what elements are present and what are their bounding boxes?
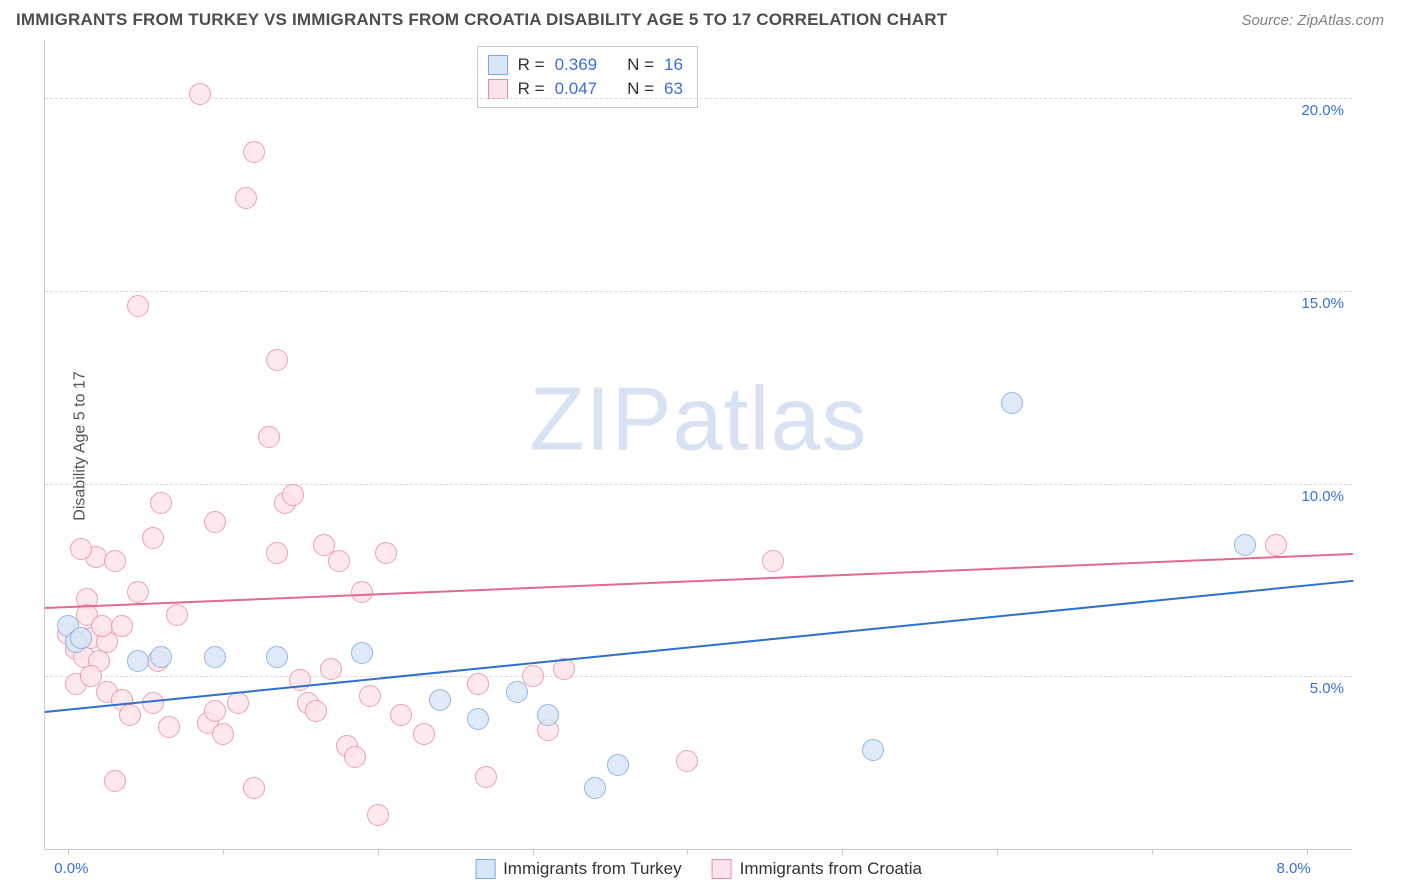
watermark: ZIPatlas — [529, 369, 867, 472]
data-point — [506, 681, 528, 703]
data-point — [467, 673, 489, 695]
data-point — [537, 704, 559, 726]
data-point — [127, 650, 149, 672]
x-tick — [533, 849, 534, 855]
data-point — [305, 700, 327, 722]
series-legend: Immigrants from Turkey Immigrants from Cr… — [475, 859, 922, 879]
data-point — [142, 692, 164, 714]
y-tick-label: 15.0% — [1301, 295, 1344, 312]
data-point — [762, 550, 784, 572]
data-point — [320, 658, 342, 680]
data-point — [150, 646, 172, 668]
data-point — [584, 777, 606, 799]
data-point — [359, 685, 381, 707]
data-point — [266, 542, 288, 564]
x-tick — [1152, 849, 1153, 855]
r-value: 0.369 — [555, 55, 598, 75]
data-point — [467, 708, 489, 730]
data-point — [104, 770, 126, 792]
data-point — [344, 746, 366, 768]
legend-label: Immigrants from Croatia — [740, 859, 922, 879]
data-point — [127, 295, 149, 317]
data-point — [127, 581, 149, 603]
chart-title: IMMIGRANTS FROM TURKEY VS IMMIGRANTS FRO… — [16, 10, 947, 30]
x-tick — [997, 849, 998, 855]
data-point — [212, 723, 234, 745]
data-point — [258, 426, 280, 448]
legend-label: Immigrants from Turkey — [503, 859, 682, 879]
data-point — [142, 527, 164, 549]
data-point — [282, 484, 304, 506]
n-value: 16 — [664, 55, 683, 75]
data-point — [243, 777, 265, 799]
data-point — [70, 627, 92, 649]
data-point — [1265, 534, 1287, 556]
data-point — [111, 615, 133, 637]
data-point — [328, 550, 350, 572]
data-point — [351, 581, 373, 603]
watermark-thin: atlas — [672, 370, 867, 470]
data-point — [367, 804, 389, 826]
x-tick — [223, 849, 224, 855]
data-point — [235, 187, 257, 209]
data-point — [862, 739, 884, 761]
data-point — [189, 83, 211, 105]
data-point — [119, 704, 141, 726]
x-tick — [378, 849, 379, 855]
gridline — [45, 291, 1352, 292]
y-tick-label: 5.0% — [1310, 680, 1344, 697]
legend-item: Immigrants from Croatia — [712, 859, 922, 879]
data-point — [91, 615, 113, 637]
data-point — [158, 716, 180, 738]
data-point — [676, 750, 698, 772]
data-point — [607, 754, 629, 776]
data-point — [227, 692, 249, 714]
r-value: 0.047 — [555, 79, 598, 99]
data-point — [390, 704, 412, 726]
x-tick — [1307, 849, 1308, 855]
data-point — [204, 511, 226, 533]
data-point — [150, 492, 172, 514]
r-label: R = — [518, 79, 545, 99]
watermark-bold: ZIP — [529, 370, 672, 470]
x-tick — [68, 849, 69, 855]
data-point — [375, 542, 397, 564]
gridline — [45, 98, 1352, 99]
data-point — [204, 646, 226, 668]
data-point — [243, 141, 265, 163]
legend-swatch — [488, 79, 508, 99]
x-tick — [842, 849, 843, 855]
x-tick — [687, 849, 688, 855]
n-label: N = — [627, 55, 654, 75]
n-value: 63 — [664, 79, 683, 99]
chart-container: IMMIGRANTS FROM TURKEY VS IMMIGRANTS FRO… — [0, 0, 1406, 892]
source-attribution: Source: ZipAtlas.com — [1241, 12, 1384, 29]
data-point — [1234, 534, 1256, 556]
legend-item: Immigrants from Turkey — [475, 859, 682, 879]
data-point — [351, 642, 373, 664]
data-point — [204, 700, 226, 722]
correlation-row: R = 0.369 N = 16 — [488, 53, 683, 77]
n-label: N = — [627, 79, 654, 99]
y-tick-label: 10.0% — [1301, 488, 1344, 505]
legend-swatch — [475, 859, 495, 879]
data-point — [413, 723, 435, 745]
gridline — [45, 676, 1352, 677]
plot-area: ZIPatlas R =0.369N =16R =0.047N =63 Immi… — [44, 40, 1352, 850]
y-tick-label: 20.0% — [1301, 102, 1344, 119]
data-point — [70, 538, 92, 560]
r-label: R = — [518, 55, 545, 75]
data-point — [266, 349, 288, 371]
legend-swatch — [712, 859, 732, 879]
x-tick-label-max: 8.0% — [1277, 860, 1311, 877]
data-point — [475, 766, 497, 788]
data-point — [266, 646, 288, 668]
data-point — [429, 689, 451, 711]
legend-swatch — [488, 55, 508, 75]
data-point — [166, 604, 188, 626]
data-point — [104, 550, 126, 572]
data-point — [1001, 392, 1023, 414]
x-tick-label-min: 0.0% — [54, 860, 88, 877]
gridline — [45, 484, 1352, 485]
